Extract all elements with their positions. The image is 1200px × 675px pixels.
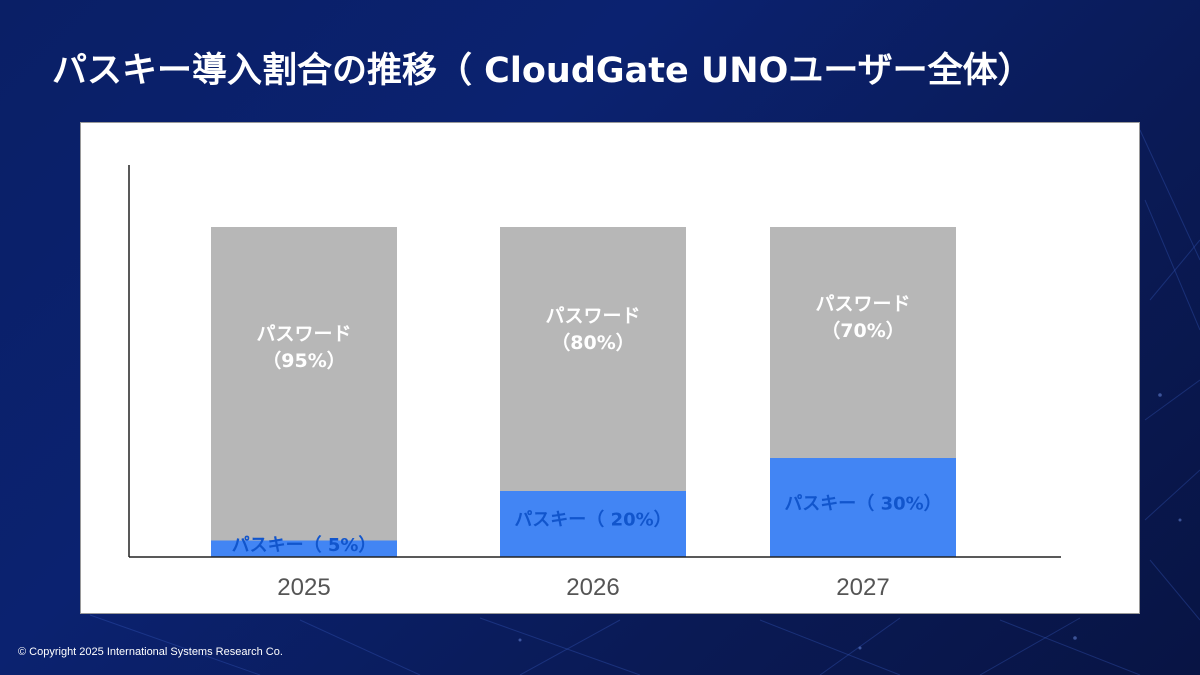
- bar-password-2025: [211, 227, 397, 541]
- passkey-label-2027: パスキー（ 30%）: [784, 493, 941, 514]
- password-label-2027-line-1: パスワード: [815, 293, 910, 315]
- password-label-2025-line-1: パスワード: [256, 323, 351, 345]
- x-tick-label-2026: 2026: [566, 574, 619, 601]
- password-label-2027-line-2: （70%）: [821, 319, 904, 342]
- x-tick-label-2027: 2027: [836, 574, 889, 601]
- password-label-2026-line-2: （80%）: [551, 331, 634, 354]
- bar-password-2026: [500, 227, 686, 491]
- passkey-label-2025: パスキー（ 5%）: [232, 535, 377, 556]
- stacked-bar-chart: パスワード （95%） パスキー（ 5%） 2025 パスワード （80%） パスキー（ 2…: [128, 165, 1061, 601]
- chart-panel: パスワード （95%） パスキー（ 5%） 2025 パスワード （80%） パスキー（ 2…: [80, 122, 1140, 614]
- bar-passkey-2026: [500, 491, 686, 557]
- bar-passkey-2027: [770, 458, 956, 557]
- copyright-footer: © Copyright 2025 International Systems R…: [18, 646, 283, 658]
- bar-password-2027: [770, 227, 956, 458]
- slide-title: パスキー導入割合の推移（ CloudGate UNOユーザー全体）: [52, 51, 1033, 91]
- password-label-2026-line-1: パスワード: [545, 305, 640, 327]
- password-label-2025-line-2: （95%）: [262, 349, 345, 372]
- passkey-label-2026: パスキー（ 20%）: [514, 509, 671, 530]
- bar-passkey-2025: [211, 540, 397, 557]
- x-tick-label-2025: 2025: [277, 574, 330, 601]
